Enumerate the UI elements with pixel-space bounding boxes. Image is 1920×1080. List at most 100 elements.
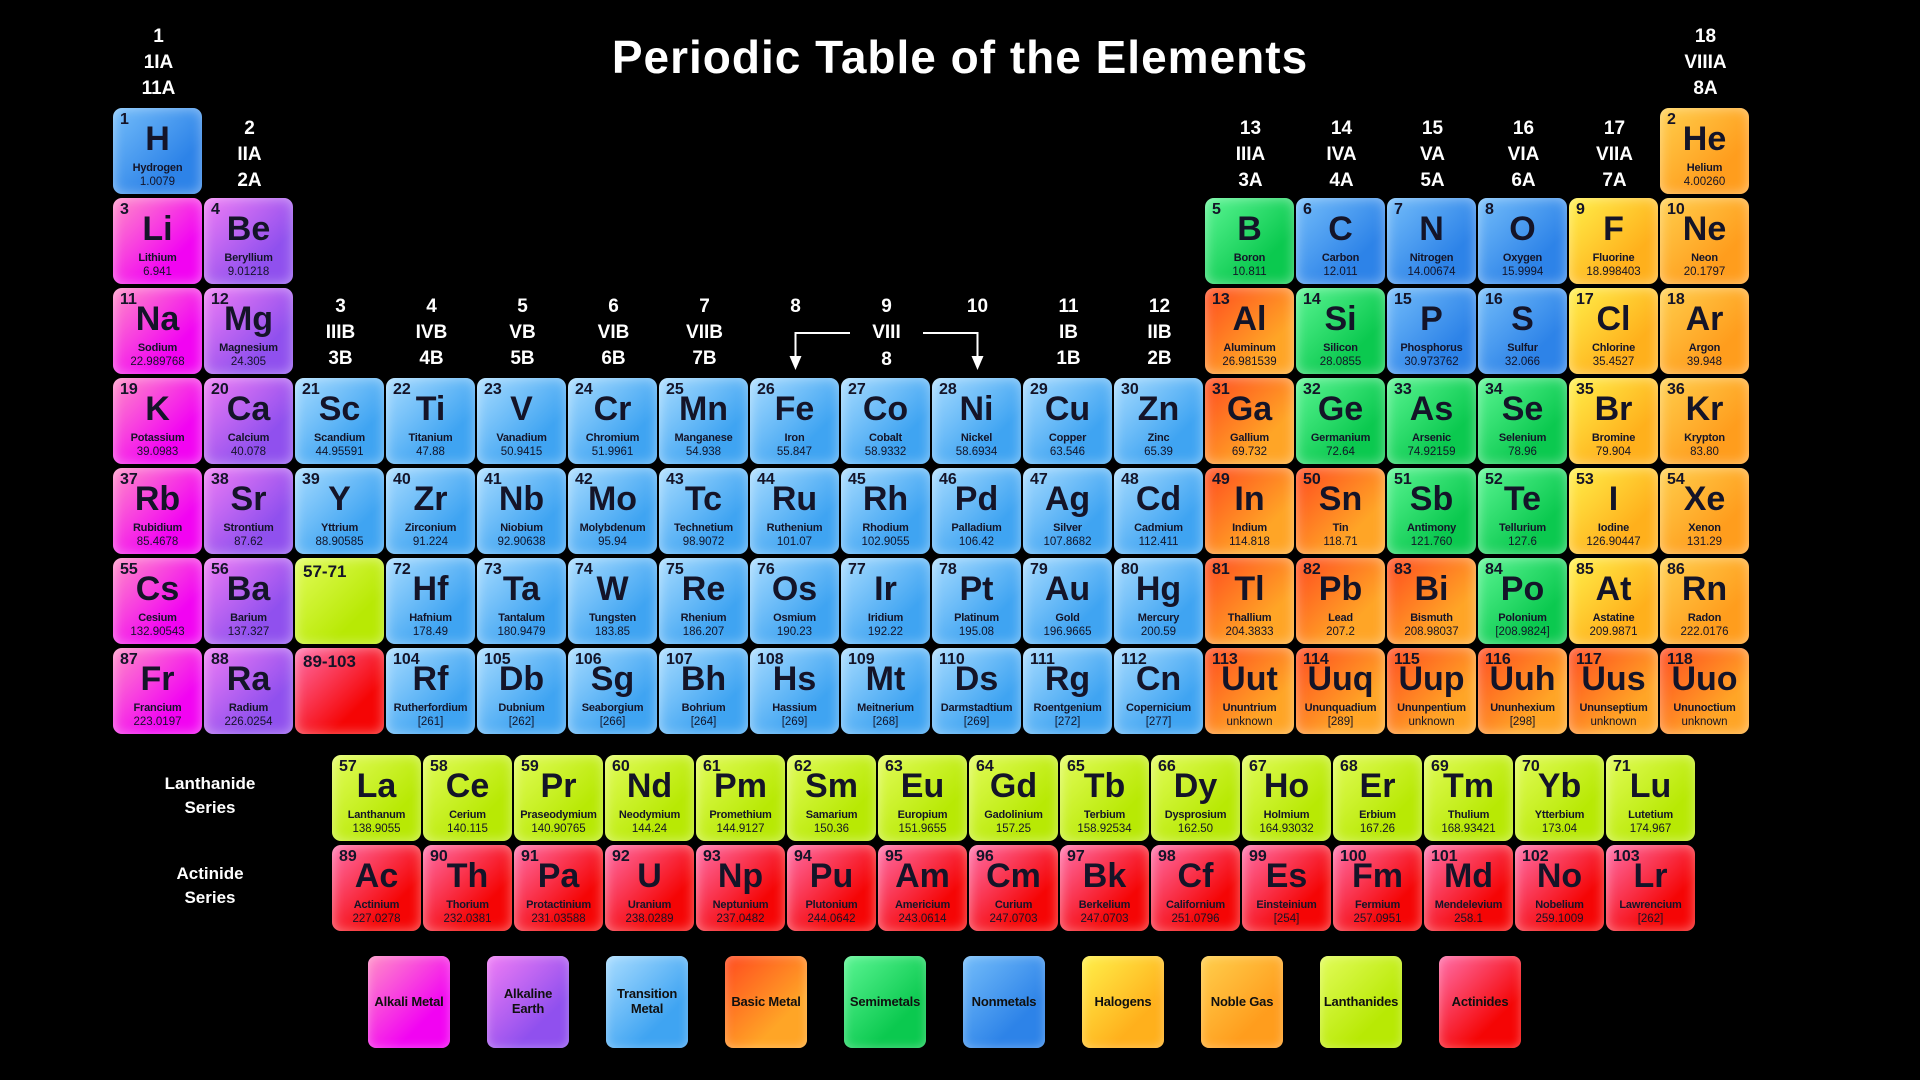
element-name: Thulium xyxy=(1447,809,1490,821)
element-name: Copper xyxy=(1048,432,1087,444)
element-tile-ra: 88 Ra Radium 226.0254 xyxy=(204,648,293,734)
atomic-mass: 40.078 xyxy=(230,446,267,458)
element-name: Indium xyxy=(1232,522,1267,534)
atomic-number: 92 xyxy=(612,848,630,865)
atomic-number: 6 xyxy=(1303,201,1312,218)
element-symbol: Li xyxy=(142,210,173,248)
element-name: Cobalt xyxy=(868,432,903,444)
element-symbol: Ir xyxy=(874,570,897,608)
element-tile-as: 33 As Arsenic 74.92159 xyxy=(1387,378,1476,464)
element-name: Selenium xyxy=(1498,432,1547,444)
element-symbol: Dy xyxy=(1173,767,1218,805)
atomic-number: 99 xyxy=(1249,848,1267,865)
element-tile-cf: 98 Cf Californium 251.0796 xyxy=(1151,845,1240,931)
atomic-mass: 6.941 xyxy=(143,266,172,278)
element-symbol: Ra xyxy=(226,660,271,698)
legend-label: Alkali Metal xyxy=(374,993,444,1009)
element-tile-sb: 51 Sb Antimony 121.760 xyxy=(1387,468,1476,554)
group-header-line: 8A xyxy=(1693,78,1718,99)
group-header-1: 1 1IA 11A xyxy=(113,24,204,102)
element-symbol: Hf xyxy=(412,570,449,608)
element-symbol: La xyxy=(356,767,397,805)
atomic-number: 116 xyxy=(1485,651,1511,668)
atomic-number: 23 xyxy=(484,381,502,398)
element-symbol: Cm xyxy=(986,857,1041,895)
element-tile-mg: 12 Mg Magnesium 24.305 xyxy=(204,288,293,374)
atomic-number: 117 xyxy=(1576,651,1602,668)
lanthanide-series-label-line2: Series xyxy=(184,798,236,817)
element-symbol: Ce xyxy=(445,767,490,805)
atomic-mass: 167.26 xyxy=(1359,823,1396,835)
element-symbol: Ar xyxy=(1685,300,1724,338)
atomic-number: 1 xyxy=(120,111,129,128)
atomic-number: 17 xyxy=(1576,291,1594,308)
atomic-mass: 247.0703 xyxy=(1080,913,1129,925)
element-tile-co: 27 Co Cobalt 58.9332 xyxy=(841,378,930,464)
element-symbol: W xyxy=(596,570,629,608)
group-8-10-roman-label: VIII xyxy=(872,322,901,343)
atomic-number: 84 xyxy=(1485,561,1503,578)
atomic-mass: 190.23 xyxy=(776,626,813,638)
group-header-line: 12 xyxy=(1148,296,1171,317)
atomic-number: 61 xyxy=(703,758,721,775)
element-name: Potassium xyxy=(130,432,185,444)
element-tile-ag: 47 Ag Silver 107.8682 xyxy=(1023,468,1112,554)
atomic-mass: 65.39 xyxy=(1144,446,1173,458)
element-tile-hg: 80 Hg Mercury 200.59 xyxy=(1114,558,1203,644)
atomic-mass: 140.90765 xyxy=(531,823,586,835)
atomic-mass: 231.03588 xyxy=(531,913,586,925)
atomic-number: 42 xyxy=(575,471,593,488)
atomic-mass: 35.4527 xyxy=(1592,356,1635,368)
atomic-mass: 95.94 xyxy=(598,536,627,548)
element-tile-pu: 94 Pu Plutonium 244.0642 xyxy=(787,845,876,931)
atomic-number: 12 xyxy=(211,291,229,308)
element-tile-dy: 66 Dy Dysprosium 162.50 xyxy=(1151,755,1240,841)
element-symbol: Os xyxy=(771,570,818,608)
atomic-number: 103 xyxy=(1613,848,1640,865)
element-name: Beryllium xyxy=(224,252,273,264)
group-header-line: 7B xyxy=(692,348,717,369)
element-name: Palladium xyxy=(951,522,1002,534)
legend-label: Semimetals xyxy=(849,993,921,1009)
atomic-mass: 196.9665 xyxy=(1043,626,1092,638)
element-tile-gd: 64 Gd Gadolinium 157.25 xyxy=(969,755,1058,841)
atomic-mass: 200.59 xyxy=(1140,626,1177,638)
element-tile-no: 102 No Nobelium 259.1009 xyxy=(1515,845,1604,931)
element-symbol: Lr xyxy=(1633,857,1668,895)
legend-label: Lanthanides xyxy=(1323,993,1399,1009)
element-symbol: Uuo xyxy=(1671,660,1738,698)
group-header-5: 5 VB 5B xyxy=(477,294,568,372)
atomic-mass: 69.732 xyxy=(1231,446,1268,458)
element-symbol: Al xyxy=(1232,300,1267,338)
group-header-4: 4 IVB 4B xyxy=(386,294,477,372)
atomic-number: 63 xyxy=(885,758,903,775)
element-symbol: Cu xyxy=(1044,390,1091,428)
atomic-number: 106 xyxy=(575,651,602,668)
element-tile-xe: 54 Xe Xenon 131.29 xyxy=(1660,468,1749,554)
element-symbol: Ca xyxy=(226,390,271,428)
group-8-10-viii-bracket: VIII 8 xyxy=(750,320,1023,378)
element-symbol: Nd xyxy=(626,767,673,805)
atomic-number: 64 xyxy=(976,758,994,775)
element-tile-tm: 69 Tm Thulium 168.93421 xyxy=(1424,755,1513,841)
legend-swatch-actinide: Actinides xyxy=(1439,956,1521,1048)
placeholder-tile-89-103: 89-103 xyxy=(295,648,384,734)
atomic-number: 14 xyxy=(1303,291,1321,308)
element-tile-i: 53 I Iodine 126.90447 xyxy=(1569,468,1658,554)
element-tile-uup: 115 Uup Ununpentium unknown xyxy=(1387,648,1476,734)
element-name: Ununquadium xyxy=(1304,702,1377,714)
atomic-number: 43 xyxy=(666,471,684,488)
element-tile-ta: 73 Ta Tantalum 180.9479 xyxy=(477,558,566,644)
element-symbol: Sg xyxy=(590,660,635,698)
group-header-line: 18 xyxy=(1694,26,1717,47)
element-name: Francium xyxy=(133,702,182,714)
element-symbol: Rb xyxy=(134,480,181,518)
element-name: Rutherfordium xyxy=(393,702,468,714)
page-title: Periodic Table of the Elements xyxy=(611,31,1309,83)
element-tile-np: 93 Np Neptunium 237.0482 xyxy=(696,845,785,931)
atomic-number: 78 xyxy=(939,561,957,578)
atomic-number: 22 xyxy=(393,381,411,398)
atomic-mass: [262] xyxy=(1637,913,1664,925)
atomic-mass: 186.207 xyxy=(682,626,725,638)
atomic-number: 33 xyxy=(1394,381,1412,398)
